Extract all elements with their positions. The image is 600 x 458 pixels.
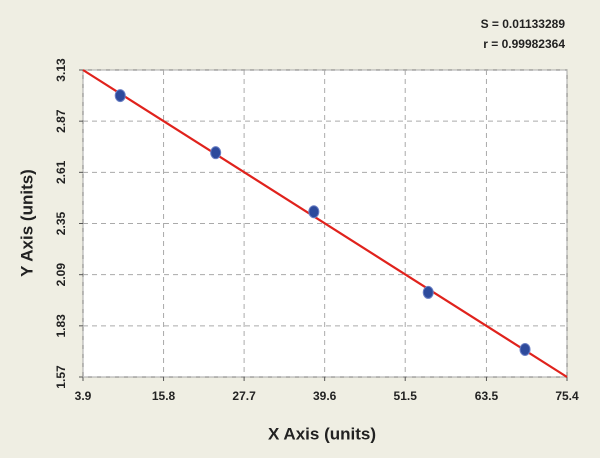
x-axis-title: X Axis (units) (268, 424, 376, 443)
x-tick-label: 15.8 (152, 389, 176, 403)
x-tick-label: 3.9 (75, 389, 92, 403)
annotation: r = 0.99982364 (483, 37, 565, 51)
data-point (114, 89, 126, 103)
y-tick-label: 2.61 (54, 160, 68, 184)
x-tick-label: 75.4 (555, 389, 579, 403)
y-tick-label: 2.87 (54, 109, 68, 133)
y-axis-title: Y Axis (units) (17, 169, 36, 277)
data-point (210, 146, 222, 160)
x-tick-label: 51.5 (394, 389, 418, 403)
y-tick-label: 2.35 (54, 211, 68, 235)
data-point (519, 342, 531, 356)
annotation: S = 0.01133289 (481, 17, 566, 31)
x-tick-label: 39.6 (313, 389, 337, 403)
y-tick-label: 2.09 (54, 263, 68, 287)
fit-line (82, 69, 568, 378)
y-tick-label: 1.83 (54, 314, 68, 338)
x-tick-label: 63.5 (475, 389, 499, 403)
data-point (422, 285, 434, 299)
data-point (308, 205, 320, 219)
y-tick-label: 3.13 (54, 58, 68, 82)
y-tick-label: 1.57 (54, 365, 68, 389)
x-tick-label: 27.7 (232, 389, 256, 403)
